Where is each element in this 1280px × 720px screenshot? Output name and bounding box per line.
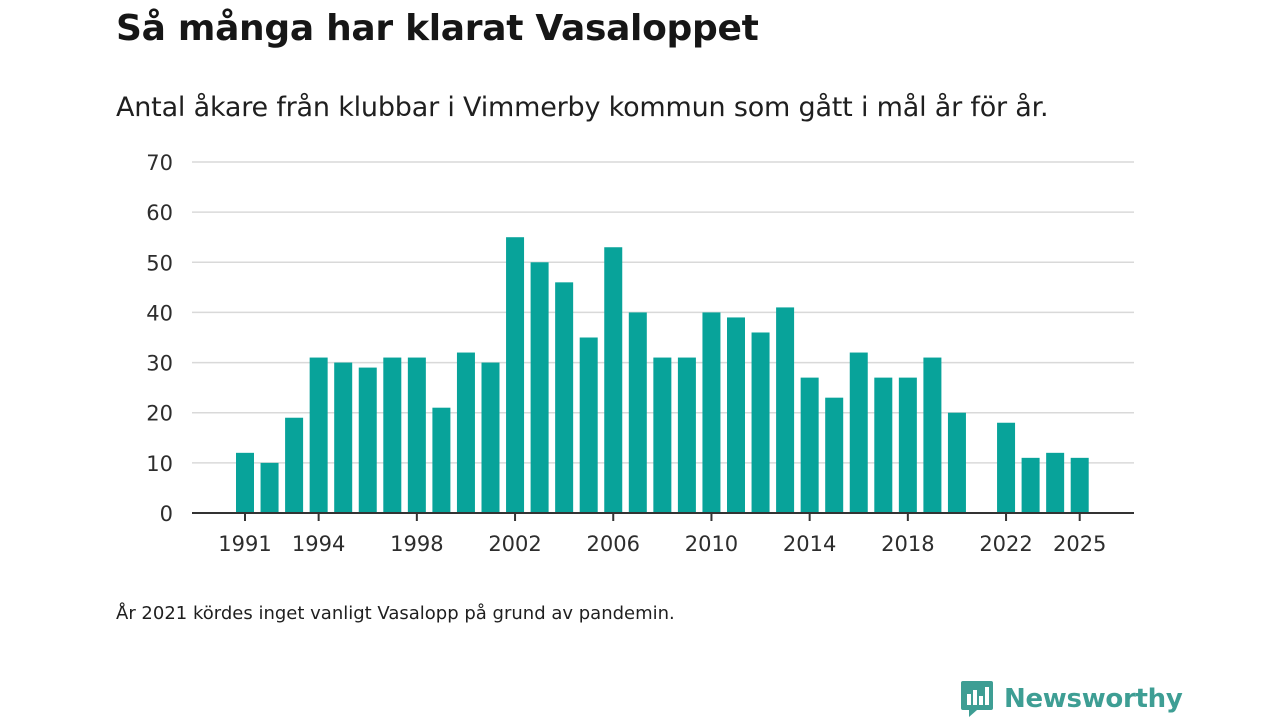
- chart-title: Så många har klarat Vasaloppet: [116, 8, 759, 49]
- bar-1994: [309, 357, 328, 513]
- bar-2016: [849, 352, 868, 513]
- x-tick-label: 2018: [881, 532, 934, 556]
- footnote: År 2021 kördes inget vanligt Vasalopp på…: [116, 603, 675, 624]
- x-tick-label: 1994: [292, 532, 345, 556]
- y-tick-label: 20: [146, 402, 173, 426]
- bar-2006: [604, 247, 623, 513]
- bar-2002: [506, 237, 525, 513]
- bar-1991: [236, 452, 254, 513]
- x-tick-label: 2010: [685, 532, 738, 556]
- bar-2013: [776, 307, 795, 513]
- x-tick-label: 1991: [218, 532, 271, 556]
- y-tick-label: 50: [146, 251, 173, 275]
- bar-2023: [1021, 457, 1040, 513]
- x-tick-label: 2006: [587, 532, 640, 556]
- bar-2010: [702, 312, 721, 513]
- bar-1993: [285, 417, 304, 513]
- bar-1999: [432, 407, 451, 513]
- bar-2001: [481, 362, 500, 513]
- bar-2009: [677, 357, 696, 513]
- y-tick-label: 0: [160, 502, 173, 526]
- chart-subtitle: Antal åkare från klubbar i Vimmerby komm…: [116, 92, 1049, 123]
- bar-1992: [260, 462, 279, 513]
- x-tick-label: 2022: [979, 532, 1032, 556]
- bar-2018: [898, 377, 917, 513]
- bar-chart: 0 10 20 30 40 50 60 70 1991 1994 1998 2002 2006 2010…: [146, 151, 1134, 556]
- x-axis-ticks: 1991 1994 1998 2002 2006 2010 2014 2018 2022 2025: [218, 513, 1106, 556]
- bar-2017: [874, 377, 893, 513]
- bar-1997: [383, 357, 402, 513]
- brand-name: Newsworthy: [1004, 684, 1183, 714]
- x-tick-label: 2014: [783, 532, 836, 556]
- y-tick-label: 30: [146, 352, 173, 376]
- bars: [236, 237, 1089, 513]
- bar-2008: [653, 357, 672, 513]
- bar-2003: [530, 262, 549, 513]
- bar-2000: [456, 352, 475, 513]
- y-tick-label: 70: [146, 151, 173, 175]
- newsworthy-logo-icon: [961, 681, 993, 717]
- bar-2015: [825, 397, 844, 513]
- bar-2007: [628, 312, 647, 513]
- x-tick-label: 2025: [1053, 532, 1106, 556]
- bar-2025: [1070, 457, 1089, 513]
- bar-1998: [407, 357, 426, 513]
- bar-2020: [947, 412, 966, 513]
- x-tick-label: 2002: [488, 532, 541, 556]
- bar-1995: [334, 362, 353, 513]
- bar-2022: [997, 422, 1016, 513]
- bar-2012: [751, 332, 770, 513]
- bar-2004: [555, 282, 574, 513]
- bar-2019: [923, 357, 942, 513]
- bar-1996: [358, 367, 377, 513]
- bar-2014: [800, 377, 819, 513]
- newsworthy-brand: Newsworthy: [960, 680, 1183, 718]
- bar-2024: [1046, 452, 1065, 513]
- bar-2011: [727, 317, 745, 513]
- y-tick-label: 10: [146, 452, 173, 476]
- y-axis-ticks: 0 10 20 30 40 50 60 70: [146, 151, 173, 526]
- bar-2005: [579, 337, 598, 513]
- y-tick-label: 60: [146, 201, 173, 225]
- y-tick-label: 40: [146, 301, 173, 325]
- x-tick-label: 1998: [390, 532, 443, 556]
